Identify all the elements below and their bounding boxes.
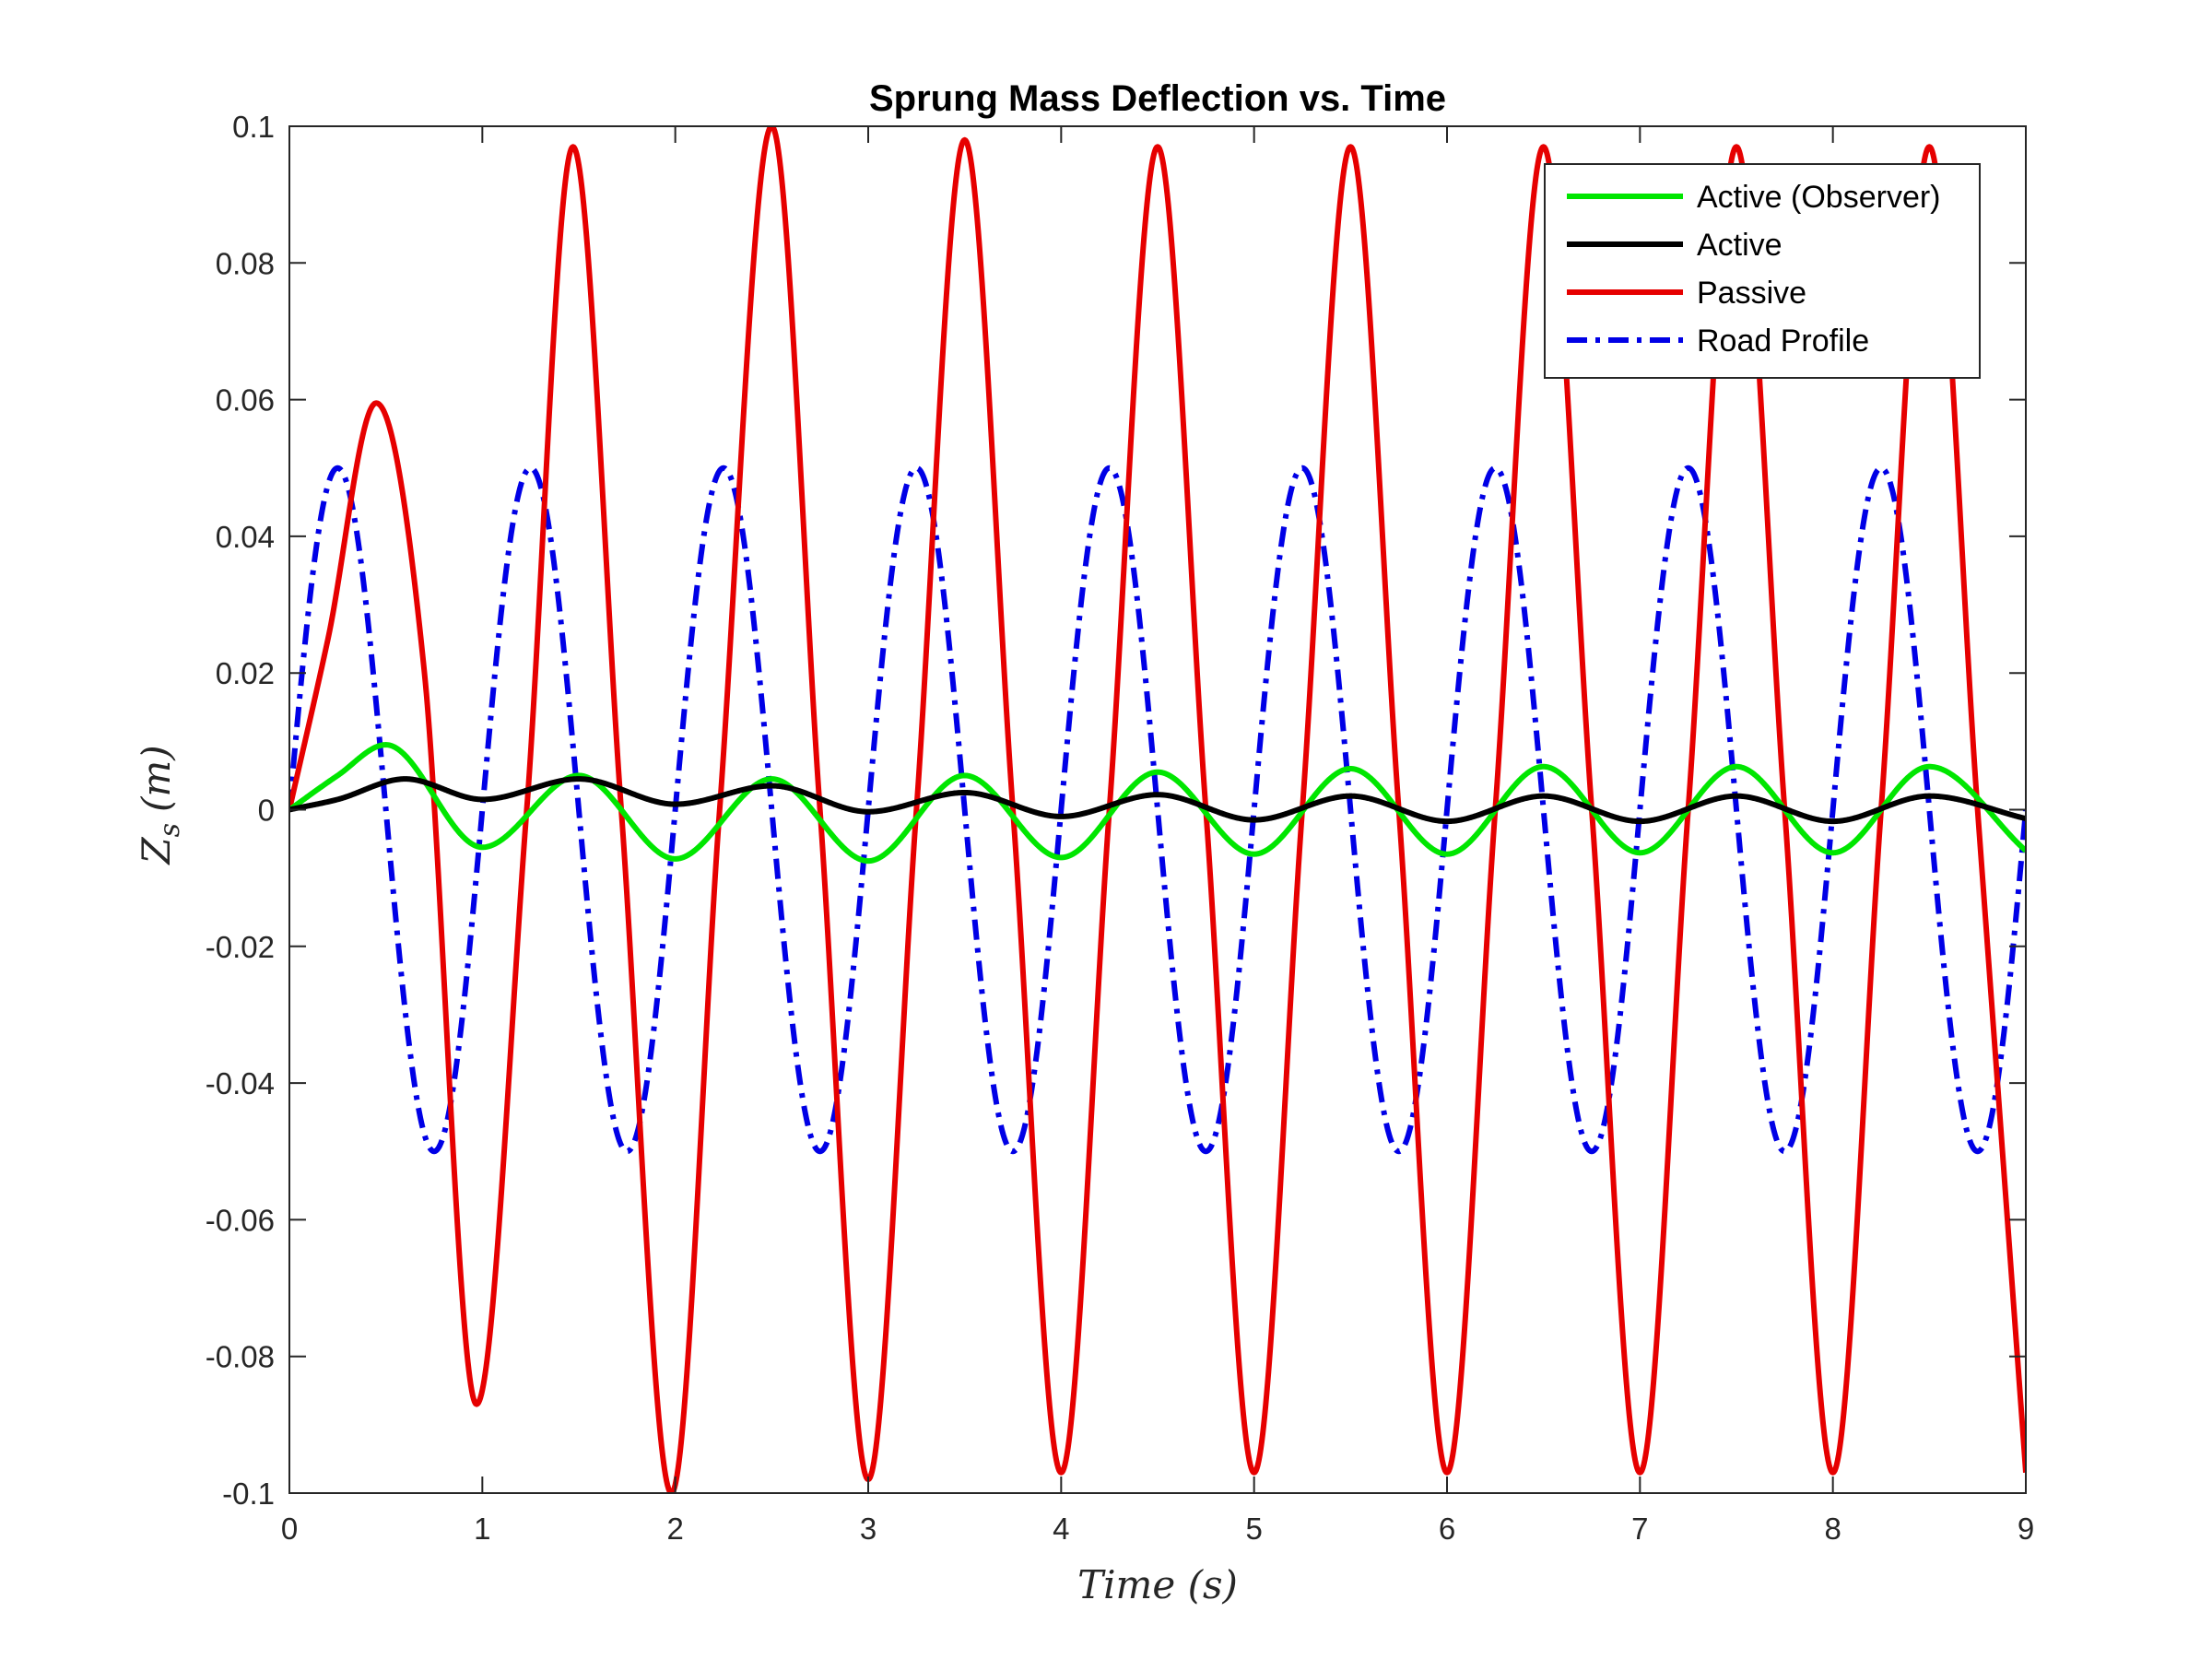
plot-area: [289, 126, 2026, 1493]
y-tick-label: 0.08: [216, 246, 275, 280]
chart-title: Sprung Mass Deflection vs. Time: [869, 78, 1446, 119]
y-axis-label: Zs (m): [134, 745, 186, 865]
y-tick-label: 0.06: [216, 383, 275, 418]
y-tick-label: 0.1: [232, 110, 275, 144]
legend-label: Active (Observer): [1697, 180, 1941, 215]
x-tick-label: 7: [1631, 1512, 1648, 1546]
y-tick-label: -0.02: [206, 930, 275, 964]
x-tick-label: 6: [1439, 1512, 1455, 1546]
series-line-active: [289, 776, 2026, 825]
y-axis-label-symbol: Z: [134, 837, 179, 866]
y-axis-label-unit: (m): [134, 745, 179, 812]
legend-label: Passive: [1697, 276, 1806, 311]
y-tick-label: 0: [258, 794, 275, 828]
x-tick-label: 3: [860, 1512, 877, 1546]
y-tick-label: -0.04: [206, 1066, 275, 1100]
y-tick-label: -0.1: [222, 1477, 275, 1511]
y-tick-label: 0.02: [216, 656, 275, 690]
y-tick-label: -0.06: [206, 1203, 275, 1237]
x-tick-label: 5: [1245, 1512, 1262, 1546]
x-tick-label: 4: [1053, 1512, 1069, 1546]
x-tick-label: 8: [1824, 1512, 1841, 1546]
y-tick-label: 0.04: [216, 520, 275, 554]
y-axis-label-subscript: s: [154, 823, 186, 837]
series-line-road-profile: [289, 465, 2026, 1155]
axes: 0 1 2 3 4 5 6 7 8 9 -0.1 -0.08 -0.06 -0.04 -0.02 0 0.02 0…: [206, 110, 2034, 1546]
legend: Active (Observer) Active Passive Road Profi…: [1544, 163, 1981, 379]
series-line-active-observer: [289, 742, 2026, 865]
x-tick-label: 1: [474, 1512, 490, 1546]
x-tick-label: 0: [281, 1512, 298, 1546]
legend-label: Active: [1697, 228, 1783, 263]
series-line-passive: [289, 126, 2026, 1493]
x-tick-label: 9: [2018, 1512, 2034, 1546]
y-tick-label: -0.08: [206, 1340, 275, 1374]
x-axis-label: Time (s): [1077, 1562, 1238, 1607]
x-tick-label: 2: [666, 1512, 683, 1546]
legend-label: Road Profile: [1697, 324, 1869, 359]
